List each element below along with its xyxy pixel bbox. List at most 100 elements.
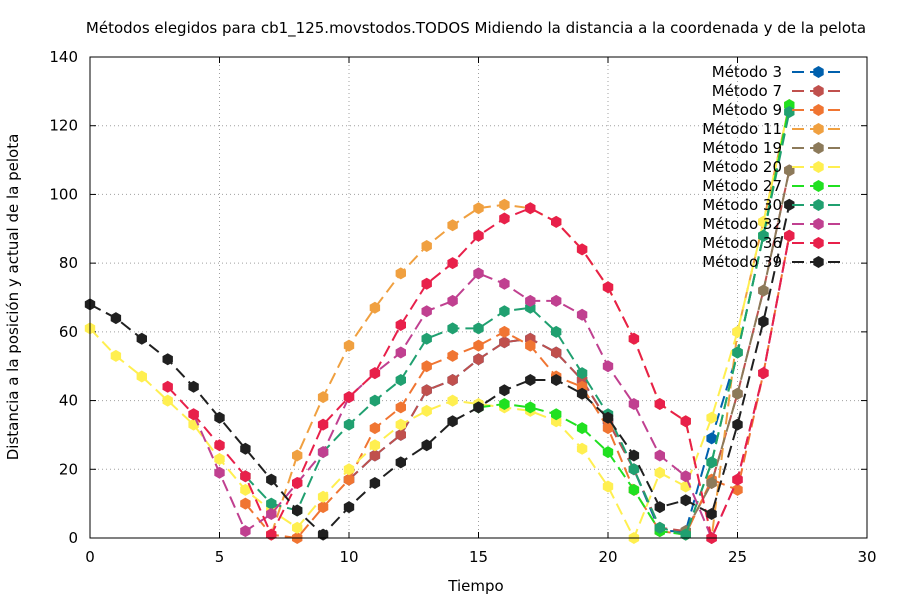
y-axis-label: Distancia a la posición y actual de la p… [4,134,22,461]
data-point [266,508,277,520]
series-line [89,204,791,537]
data-point [343,418,355,431]
data-point [395,428,406,441]
data-point [732,387,743,400]
data-point [654,501,665,514]
y-tick-label: 120 [49,117,78,135]
legend-marker [813,104,824,116]
data-point [784,229,795,242]
data-point [447,415,458,428]
legend-marker [813,142,824,154]
data-point [499,325,510,338]
data-point [421,240,432,252]
legend-label: Método 32 [702,215,782,233]
data-point [758,284,769,297]
data-point [576,308,588,321]
y-tick-label: 60 [59,323,78,341]
data-point [421,305,432,318]
legend-marker [813,85,824,97]
data-point [110,349,122,362]
data-point [732,418,743,431]
data-point [395,401,406,414]
data-point [628,449,640,462]
data-point [343,339,355,352]
data-point [499,277,510,290]
legend-marker [813,237,824,249]
legend-label: Método 9 [712,101,782,119]
data-point [499,384,510,397]
data-point [421,277,432,290]
data-point [214,453,225,465]
data-point [758,315,769,328]
data-point [499,212,510,225]
x-tick-label: 10 [339,548,358,566]
data-point [576,442,588,455]
data-point [654,521,665,534]
data-point [421,360,432,373]
data-point [706,411,717,424]
data-point [602,281,614,294]
data-point [395,319,406,331]
data-point [706,508,717,520]
data-point [447,294,458,307]
legend-label: Método 20 [702,158,782,176]
data-point [343,463,355,476]
data-point [292,504,303,517]
data-point [680,470,691,483]
data-point [369,394,381,407]
data-point [680,415,691,428]
data-point [551,215,562,228]
data-point [602,446,614,459]
data-point [292,521,303,534]
data-point [369,439,381,452]
data-point [473,202,484,215]
data-point [473,339,484,352]
x-tick-label: 30 [857,548,876,566]
y-tick-label: 140 [49,48,78,66]
y-tick-label: 0 [68,529,78,547]
data-point [136,370,147,383]
data-point [421,404,432,417]
data-point [732,473,743,486]
data-point [240,442,251,455]
data-point [447,257,458,270]
data-point [784,164,795,177]
data-point [706,477,717,489]
legend-marker [813,66,824,78]
data-point [784,106,795,118]
legend-label: Método 30 [702,196,782,214]
data-point [628,483,640,496]
data-point [525,401,536,414]
data-point [317,490,329,503]
data-point [369,449,381,462]
data-point [214,466,225,479]
series-line [89,104,791,541]
data-point [240,483,251,496]
x-tick-label: 5 [215,548,225,566]
data-point [525,374,536,386]
data-point [110,312,122,325]
legend-marker [813,123,824,135]
x-tick-label: 20 [598,548,617,566]
legend-label: Método 36 [702,234,782,252]
data-point [136,332,147,345]
data-point [628,332,640,345]
plot-frame [89,56,868,539]
data-point [551,408,562,421]
chart-title: Métodos elegidos para cb1_125.movstodos.… [86,19,866,38]
data-point [473,401,484,414]
data-point [395,418,406,431]
data-point [499,305,510,318]
data-point [447,322,458,335]
data-point [758,367,769,380]
series-group [84,198,795,541]
data-point [654,398,665,410]
data-point [240,497,251,510]
data-point [447,219,458,232]
data-point [525,294,536,307]
data-point [214,411,225,424]
legend-label: Método 39 [702,253,782,271]
data-point [317,501,329,514]
data-point [706,456,717,469]
